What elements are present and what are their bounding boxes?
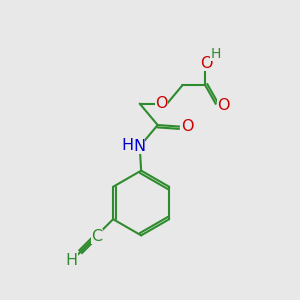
Text: H: H — [210, 47, 221, 61]
Text: H: H — [121, 138, 134, 153]
Text: N: N — [133, 139, 145, 154]
Text: C: C — [92, 229, 103, 244]
Text: H: H — [66, 253, 78, 268]
Text: O: O — [155, 96, 168, 111]
Text: O: O — [200, 56, 213, 70]
Text: O: O — [182, 119, 194, 134]
Text: O: O — [217, 98, 230, 112]
